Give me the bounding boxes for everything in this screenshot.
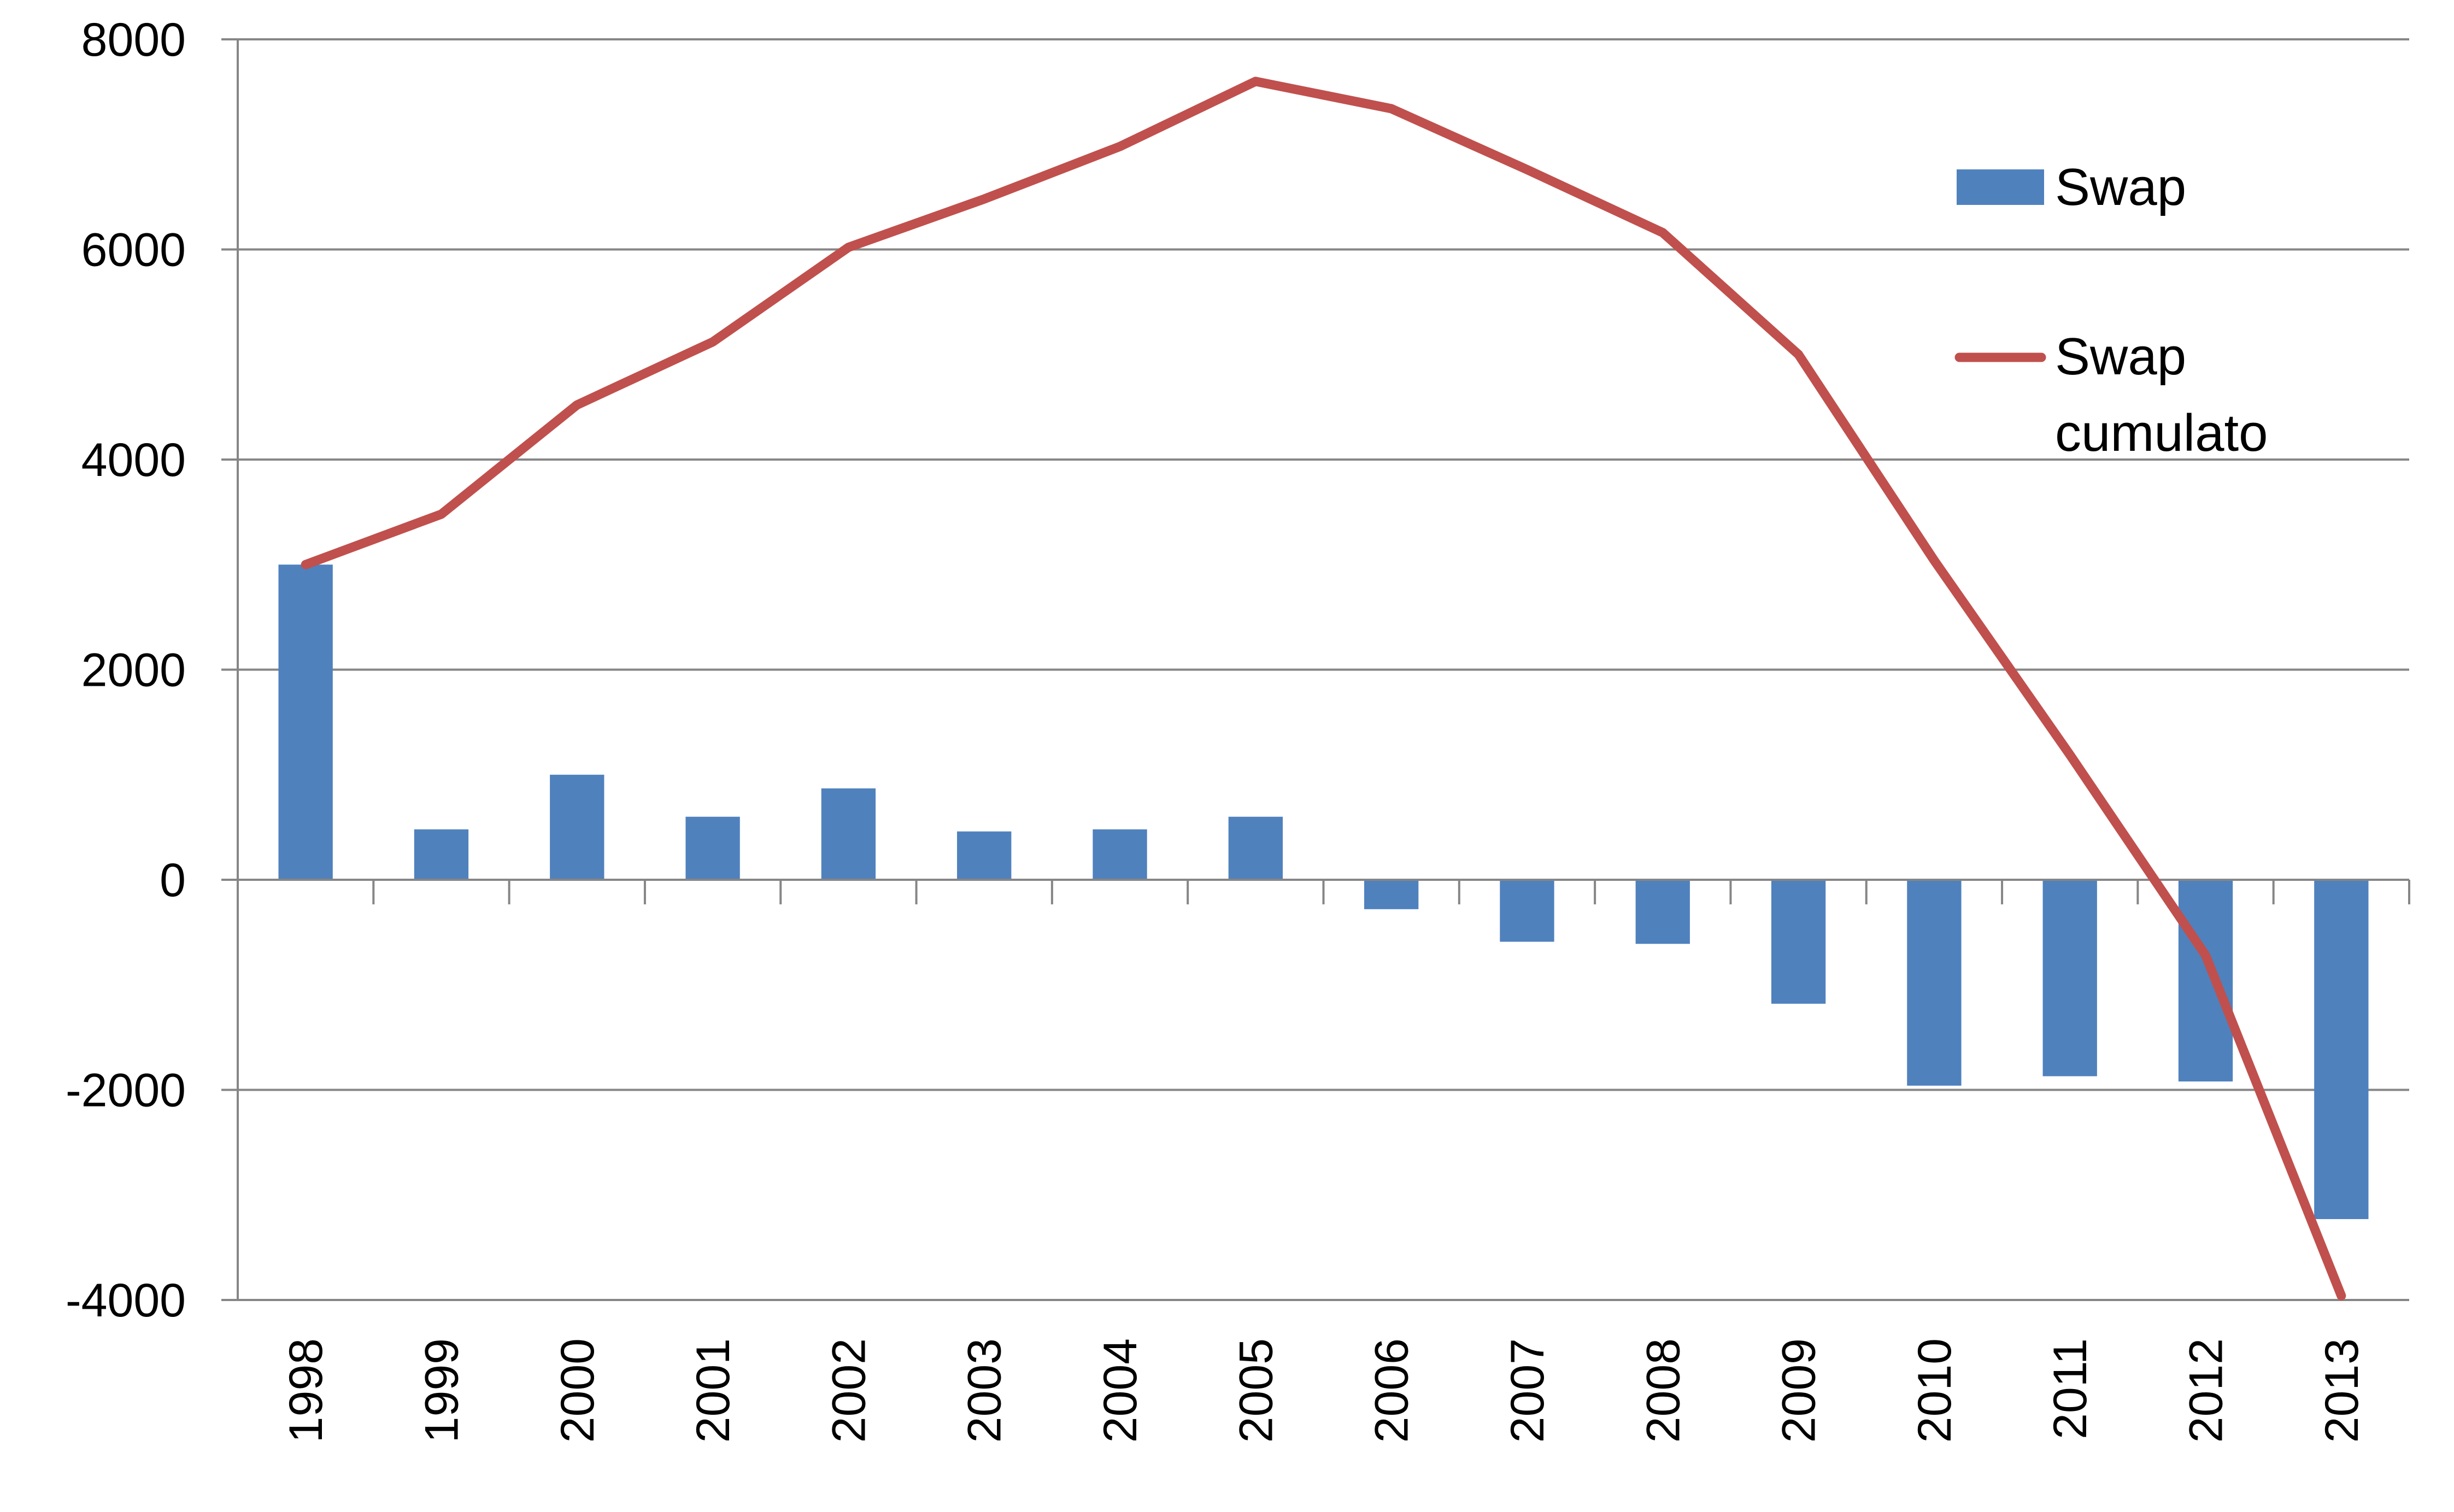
y-tick-label: 4000 xyxy=(81,434,186,486)
x-tick-label-1999: 1999 xyxy=(415,1338,468,1443)
bar-2001 xyxy=(685,816,740,880)
gridlines xyxy=(238,38,2409,1301)
bar-2003 xyxy=(957,831,1012,880)
bar-1999 xyxy=(414,829,469,880)
bar-2009 xyxy=(1771,880,1826,1004)
bar-2004 xyxy=(1093,829,1147,880)
x-tick-label-2002: 2002 xyxy=(823,1338,875,1443)
legend: Swap Swap cumulato xyxy=(1954,158,2268,462)
legend-swap-swatch xyxy=(1957,169,2044,205)
swap-bars xyxy=(278,564,2369,1219)
bar-2006 xyxy=(1364,880,1419,909)
x-tick-label-2003: 2003 xyxy=(959,1338,1011,1443)
bar-2010 xyxy=(1907,880,1962,1086)
legend-swap-cumulato-label-line-1: Swap xyxy=(2055,327,2186,386)
swap-cumulato-polyline xyxy=(301,77,2346,1301)
y-tick-label: 2000 xyxy=(81,644,186,697)
x-tick-label-2011: 2011 xyxy=(2044,1338,2097,1439)
x-tick-label-2001: 2001 xyxy=(687,1338,739,1443)
bar-2002 xyxy=(821,788,876,880)
legend-swap-cumulato-label-line-2: cumulato xyxy=(2055,404,2268,462)
legend-swap-label: Swap xyxy=(2055,158,2186,216)
x-tick-label-2005: 2005 xyxy=(1230,1338,1282,1443)
y-tick-label: 0 xyxy=(160,854,186,907)
axes xyxy=(221,38,2410,1301)
y-axis-labels: -4000 -2000 0 2000 4000 6000 8000 xyxy=(66,14,186,1327)
x-tick-label-2010: 2010 xyxy=(1909,1338,1961,1443)
bar-2011 xyxy=(2042,880,2097,1076)
x-axis-labels: 1998 1999 2000 2001 2002 2003 2004 2005 2006 2007… xyxy=(280,1338,2368,1443)
y-tick-label: -4000 xyxy=(66,1274,186,1327)
x-tick-label-2013: 2013 xyxy=(2316,1338,2368,1443)
x-tick-label-2007: 2007 xyxy=(1501,1338,1554,1443)
y-tick-label: 6000 xyxy=(81,224,186,276)
y-tick-label: 8000 xyxy=(81,14,186,66)
y-tick-label: -2000 xyxy=(66,1064,186,1117)
bar-2007 xyxy=(1500,880,1554,942)
bar-2005 xyxy=(1228,816,1283,880)
bar-2012 xyxy=(2178,880,2233,1082)
x-tick-label-2008: 2008 xyxy=(1637,1338,1689,1443)
swap-cumulato-line xyxy=(301,77,2346,1301)
x-tick-label-2009: 2009 xyxy=(1773,1338,1825,1443)
bar-1998 xyxy=(278,564,333,880)
x-tick-label-2006: 2006 xyxy=(1366,1338,1418,1443)
bar-2013 xyxy=(2314,880,2369,1219)
bar-2000 xyxy=(550,774,604,880)
x-tick-label-2000: 2000 xyxy=(551,1338,604,1443)
x-tick-label-2004: 2004 xyxy=(1094,1338,1147,1443)
bar-2008 xyxy=(1635,880,1690,944)
x-tick-label-1998: 1998 xyxy=(280,1338,332,1443)
x-tick-label-2012: 2012 xyxy=(2180,1338,2233,1443)
